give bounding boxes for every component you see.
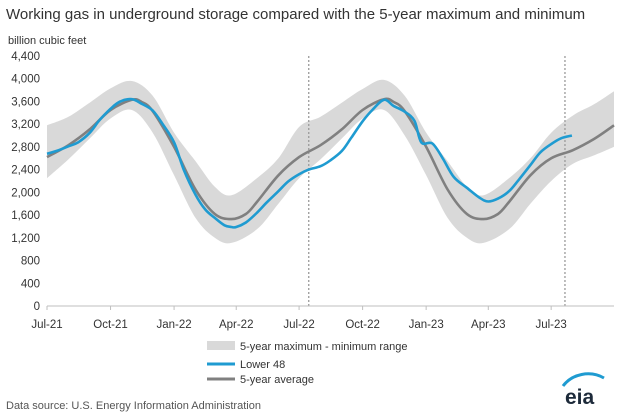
legend-label-5-year-average: 5-year average xyxy=(240,374,314,386)
legend: 5-year maximum - minimum range Lower 48 … xyxy=(207,341,407,386)
x-tick-label: Jul-22 xyxy=(283,319,314,331)
y-tick-label: 0 xyxy=(34,301,40,313)
legend-label-lower-48: Lower 48 xyxy=(240,359,285,371)
y-tick-label: 800 xyxy=(21,256,40,268)
legend-swatch-range xyxy=(207,341,235,350)
y-tick-label: 2,400 xyxy=(11,165,40,177)
x-tick-label: Apr-23 xyxy=(471,319,506,331)
legend-label-range: 5-year maximum - minimum range xyxy=(240,341,407,353)
y-tick-label: 1,200 xyxy=(11,233,40,245)
y-axis-ticks: 0 400 800 1,200 1,600 2,000 2,400 2,800 3,200 3,6… xyxy=(11,51,40,313)
plot-area: 0 400 800 1,200 1,600 2,000 2,400 2,800 3,200 3,6… xyxy=(11,51,615,331)
x-tick-label: Jul-23 xyxy=(535,319,566,331)
chart-title: Working gas in underground storage compa… xyxy=(6,6,585,23)
vertical-markers xyxy=(308,56,566,306)
x-tick-label: Apr-22 xyxy=(219,319,254,331)
y-tick-label: 400 xyxy=(21,278,40,290)
y-tick-label: 2,000 xyxy=(11,187,40,199)
eia-logo-text: eia xyxy=(565,386,595,409)
x-tick-label: Jul-21 xyxy=(31,319,62,331)
y-tick-label: 2,800 xyxy=(11,142,40,154)
x-axis-ticks: Jul-21 Oct-21 Jan-22 Apr-22 Jul-22 Oct-22 Jan-… xyxy=(31,306,567,331)
y-axis-unit-label: billion cubic feet xyxy=(8,35,86,47)
y-tick-label: 3,600 xyxy=(11,96,40,108)
x-tick-label: Jan-22 xyxy=(156,319,191,331)
series-line-lower-48 xyxy=(46,97,573,229)
y-tick-label: 1,600 xyxy=(11,210,40,222)
data-source-note: Data source: U.S. Energy Information Adm… xyxy=(6,400,261,412)
eia-logo-swoosh-icon xyxy=(561,372,605,387)
range-band xyxy=(47,79,614,244)
x-tick-label: Oct-21 xyxy=(93,319,128,331)
y-tick-label: 3,200 xyxy=(11,119,40,131)
y-tick-label: 4,400 xyxy=(11,51,40,63)
y-tick-label: 4,000 xyxy=(11,74,40,86)
eia-logo: eia xyxy=(561,372,605,409)
x-tick-label: Jan-23 xyxy=(409,319,444,331)
series-line-5-year-average xyxy=(46,97,615,221)
x-tick-label: Oct-22 xyxy=(345,319,380,331)
